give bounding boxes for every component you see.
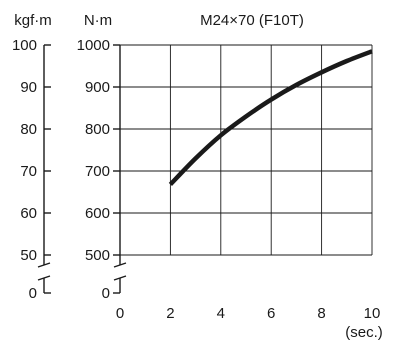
- y-tick-label: 800: [85, 121, 110, 138]
- y2-tick-label: 50: [20, 247, 37, 264]
- y2-axis-break-mark: [37, 275, 51, 281]
- y-tick-label: 500: [85, 247, 110, 264]
- x-axis-unit: (sec.): [345, 324, 383, 341]
- series-layer: [168, 49, 373, 186]
- y-axis-break-mark: [113, 262, 127, 268]
- y-tick-label: 700: [85, 163, 110, 180]
- chart-title: M24×70 (F10T): [200, 12, 304, 29]
- y2-tick-label: 60: [20, 205, 37, 222]
- y-tick-label: 0: [102, 285, 110, 302]
- y2-tick-label: 70: [20, 163, 37, 180]
- x-tick-label: 4: [217, 305, 225, 322]
- y-axis-break-mark: [113, 275, 127, 281]
- y2-tick-label: 80: [20, 121, 37, 138]
- y-tick-label: 600: [85, 205, 110, 222]
- x-tick-label: 10: [364, 305, 381, 322]
- x-tick-label: 0: [116, 305, 124, 322]
- data-series-line: [168, 49, 373, 186]
- y2-axis-break-mark: [37, 262, 51, 268]
- y2-tick-label: 90: [20, 79, 37, 96]
- y2-axis-unit: kgf·m: [14, 12, 52, 29]
- x-tick-label: 6: [267, 305, 275, 322]
- grid-layer: [120, 44, 373, 256]
- y2-tick-label: 100: [12, 37, 37, 54]
- y-tick-label: 1000: [77, 37, 110, 54]
- x-tick-label: 8: [317, 305, 325, 322]
- y-axis-unit: N·m: [84, 12, 112, 29]
- x-tick-label: 2: [166, 305, 174, 322]
- y-tick-label: 900: [85, 79, 110, 96]
- axes-layer: [37, 44, 127, 294]
- y2-tick-label: 0: [29, 285, 37, 302]
